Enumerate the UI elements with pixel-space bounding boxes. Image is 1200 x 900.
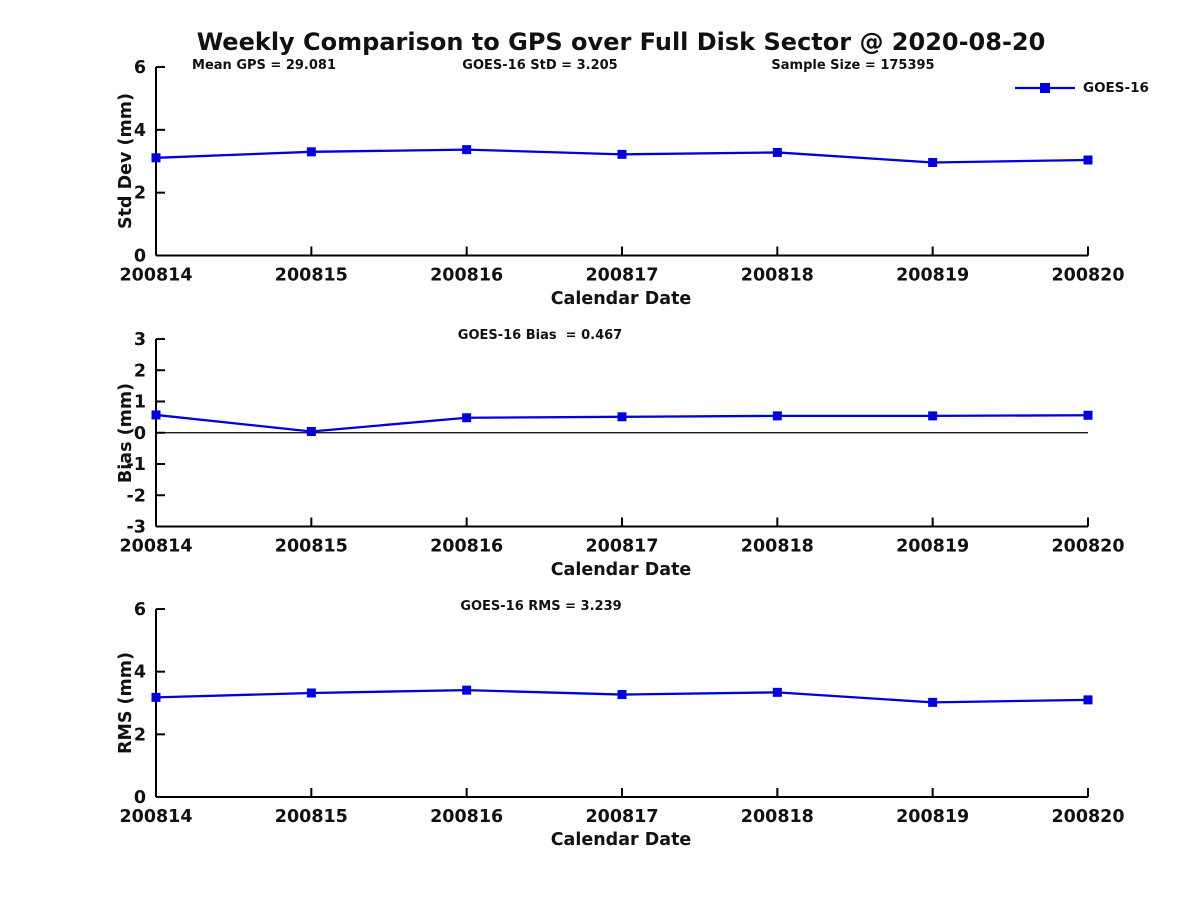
legend-line-marker-icon	[1015, 83, 1075, 93]
x-tick-label: 200817	[585, 807, 658, 827]
x-axis-label-rms: Calendar Date	[550, 830, 692, 850]
y-tick-label: 6	[134, 600, 146, 620]
data-point-marker	[306, 688, 316, 698]
y-tick-label: -3	[127, 518, 146, 538]
x-tick-label: 200816	[430, 807, 503, 827]
annotation-goes16-std: GOES-16 StD = 3.205	[462, 58, 618, 73]
data-point-marker	[617, 149, 627, 159]
legend-label: GOES-16	[1083, 80, 1149, 96]
x-tick-label: 200818	[741, 807, 814, 827]
y-tick-label: 2	[134, 725, 146, 745]
y-tick-label: 0	[134, 788, 146, 808]
x-tick-label: 200820	[1051, 537, 1124, 557]
data-point-marker	[151, 410, 161, 420]
annotation-goes16-rms: GOES-16 RMS = 3.239	[460, 599, 622, 614]
data-point-marker	[772, 687, 782, 697]
data-point-marker	[617, 412, 627, 422]
x-tick-label: 200816	[430, 537, 503, 557]
x-tick-label: 200819	[896, 266, 969, 286]
rms-plot-area: 0 2 4 6 200814 200815 200816 200817 200818 200819…	[119, 600, 1124, 827]
annotation-mean-gps: Mean GPS = 29.081	[192, 58, 336, 73]
x-tick-label: 200815	[275, 266, 348, 286]
x-tick-label: 200816	[430, 266, 503, 286]
data-point-marker	[617, 690, 627, 700]
y-tick-label: 6	[134, 58, 146, 78]
y-tick-label: 4	[134, 121, 146, 141]
legend: GOES-16	[1014, 80, 1149, 96]
x-tick-label: 200817	[585, 537, 658, 557]
x-axis-label-stddev: Calendar Date	[550, 289, 692, 309]
annotation-goes16-bias: GOES-16 Bias = 0.467	[457, 328, 623, 343]
data-point-marker	[772, 411, 782, 421]
x-tick-label: 200818	[741, 537, 814, 557]
x-tick-label: 200815	[275, 807, 348, 827]
x-tick-label: 200817	[585, 266, 658, 286]
y-tick-label: -1	[127, 455, 146, 475]
data-point-marker	[1083, 155, 1093, 165]
x-tick-label: 200820	[1051, 807, 1124, 827]
x-tick-label: 200819	[896, 537, 969, 557]
data-point-marker	[462, 685, 472, 695]
data-point-marker	[772, 147, 782, 157]
bias-plot-area: -3 -2 -1 0 1 2 3 200814 200815 200816 200817 200818…	[119, 330, 1124, 557]
figure-title: Weekly Comparison to GPS over Full Disk …	[196, 28, 1046, 56]
data-point-marker	[928, 697, 938, 707]
y-tick-label: 2	[134, 361, 146, 381]
y-tick-label: 3	[134, 330, 146, 350]
data-point-marker	[462, 413, 472, 423]
y-tick-label: 0	[134, 424, 146, 444]
y-tick-label: 2	[134, 184, 146, 204]
x-tick-label: 200814	[119, 807, 192, 827]
data-point-marker	[928, 411, 938, 421]
data-point-marker	[306, 147, 316, 157]
stddev-plot-area: 0 2 4 6 200814 200815 200816 200817 200818 200819…	[119, 58, 1124, 286]
data-point-marker	[928, 158, 938, 168]
x-tick-label: 200814	[119, 537, 192, 557]
y-tick-label: 0	[134, 247, 146, 267]
x-axis-label-bias: Calendar Date	[550, 560, 692, 580]
x-tick-label: 200814	[119, 266, 192, 286]
x-tick-label: 200818	[741, 266, 814, 286]
data-point-marker	[462, 145, 472, 155]
data-point-marker	[306, 427, 316, 436]
data-point-marker	[1083, 695, 1093, 705]
y-tick-label: 1	[134, 393, 146, 413]
x-tick-label: 200820	[1051, 266, 1124, 286]
y-tick-label: 4	[134, 663, 146, 683]
y-tick-label: -2	[127, 486, 146, 506]
data-point-marker	[1083, 410, 1093, 420]
x-tick-label: 200815	[275, 537, 348, 557]
data-point-marker	[151, 153, 161, 163]
x-tick-label: 200819	[896, 807, 969, 827]
annotation-sample-size: Sample Size = 175395	[771, 58, 935, 73]
data-point-marker	[151, 692, 161, 702]
